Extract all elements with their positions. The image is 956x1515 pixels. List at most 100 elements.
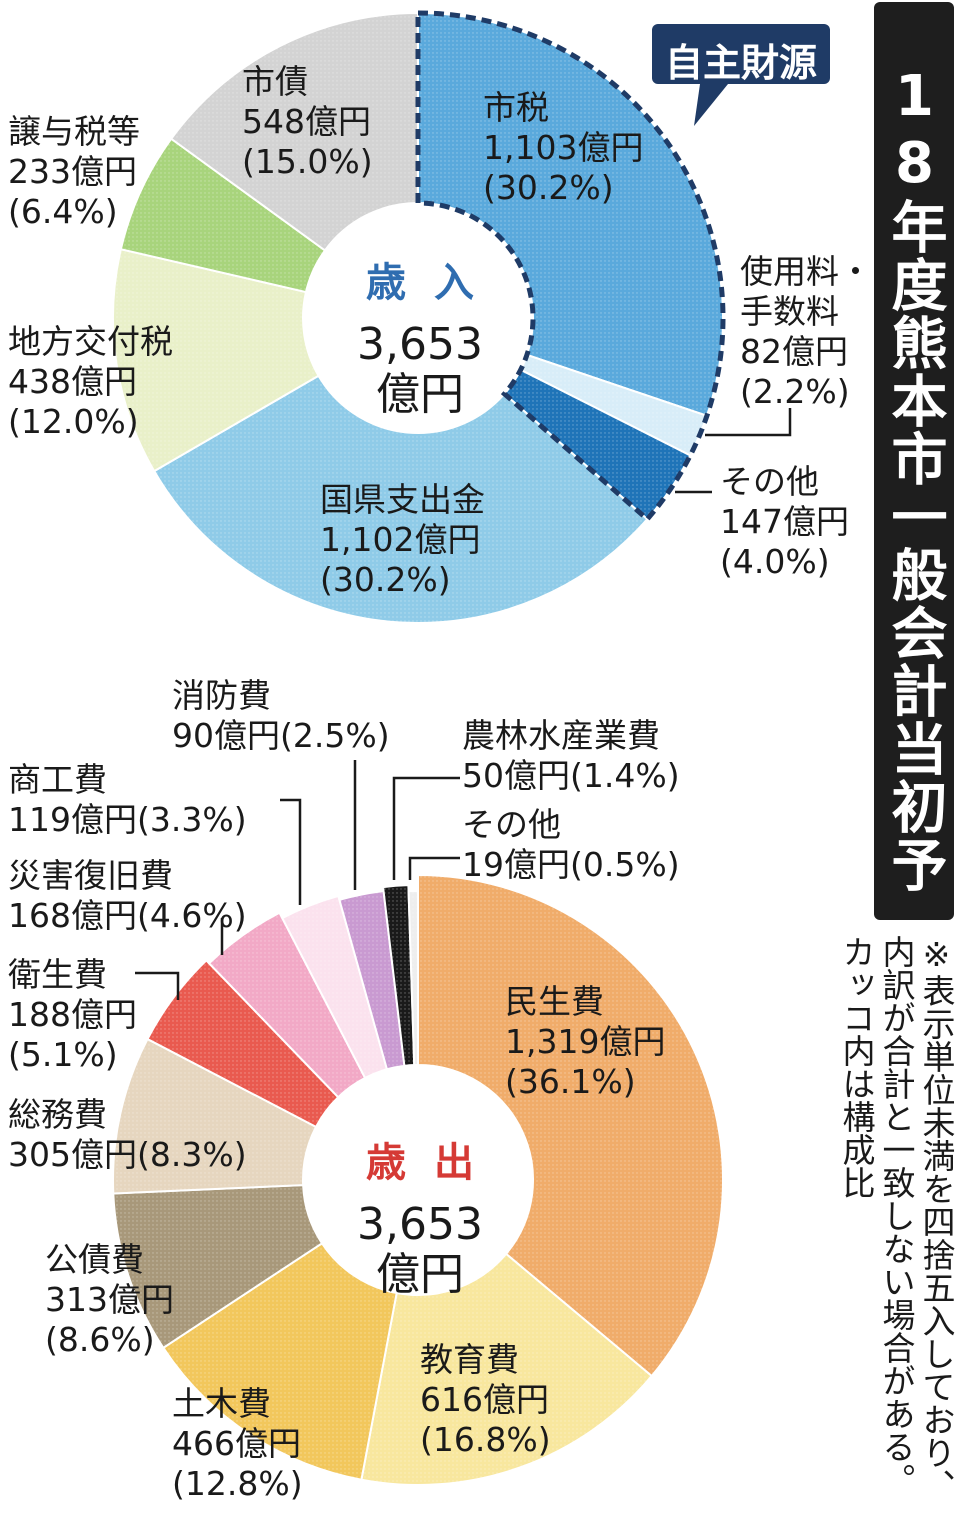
revenue-slices	[112, 11, 724, 624]
label-general-pct: (8.3%)	[137, 1135, 247, 1174]
label-debt-amount: 313億円	[45, 1280, 174, 1319]
label-civil-name: 土木費	[172, 1384, 271, 1423]
label-fire-pct: (2.5%)	[280, 716, 390, 755]
label-tax-name: 市税	[483, 88, 549, 127]
label-bonds-amount: 548億円	[242, 102, 371, 141]
label-commerce: 商工費 119億円(3.3%)	[8, 760, 247, 840]
label-bonds: 市債 548億円 (15.0%)	[242, 62, 373, 182]
label-fire-name: 消防費	[172, 676, 271, 715]
label-fees-pct: (2.2%)	[740, 372, 850, 411]
revenue-total-unit: 億円	[376, 369, 464, 420]
slice-texture-local_alloc	[112, 249, 319, 472]
label-local-alloc-pct: (12.0%)	[8, 402, 139, 441]
chart-title: 18年度熊本市一般会計当初予算案	[802, 64, 947, 894]
label-other-revenue: その他 147億円 (4.0%)	[720, 462, 849, 582]
label-transfer-tax-amount: 233億円	[8, 152, 137, 191]
own-source-callout: 自主財源	[652, 24, 830, 85]
label-welfare-amount: 1,319億円	[505, 1022, 666, 1061]
slice-texture-other_exp	[408, 891, 418, 1066]
label-bonds-name: 市債	[242, 62, 308, 101]
slice-texture-agri	[383, 885, 415, 1066]
slice-texture-education	[361, 1253, 652, 1485]
label-fire: 消防費 90億円(2.5%)	[172, 676, 390, 756]
label-welfare-name: 民生費	[505, 982, 604, 1021]
label-tax-amount: 1,103億円	[483, 128, 644, 167]
label-fire-amount: 90億円	[172, 716, 280, 755]
leader-other-expenditure	[408, 856, 460, 880]
slice-texture-civil	[163, 1243, 397, 1480]
label-debt-pct: (8.6%)	[45, 1320, 155, 1359]
label-general-row: 305億円(8.3%)	[8, 1135, 247, 1175]
label-education-name: 教育費	[420, 1340, 519, 1379]
label-fees-amount: 82億円	[740, 332, 848, 371]
slice-texture-subsidy	[154, 375, 648, 623]
own-source-pointer	[694, 84, 728, 126]
label-commerce-pct: (3.3%)	[137, 800, 247, 839]
label-disaster-amount: 168億円	[8, 896, 137, 935]
label-debt-name: 公債費	[45, 1240, 144, 1279]
label-fire-row: 90億円(2.5%)	[172, 716, 390, 756]
label-subsidy-pct: (30.2%)	[320, 560, 451, 599]
label-health-pct: (5.1%)	[8, 1035, 118, 1074]
label-disaster: 災害復旧費 168億円(4.6%)	[8, 856, 247, 936]
label-education: 教育費 616億円 (16.8%)	[420, 1340, 551, 1460]
label-transfer-tax: 譲与税等 233億円 (6.4%)	[8, 112, 140, 232]
label-agri-row: 50億円(1.4%)	[462, 756, 680, 796]
overlays	[135, 10, 792, 1000]
revenue-title: 歳入	[366, 260, 502, 306]
label-health: 衛生費 188億円 (5.1%)	[8, 955, 137, 1075]
footnote: ※表示単位未満を四捨五入しており、内訳が合計と一致しない場合がある。カッコ内は構…	[837, 935, 956, 1502]
label-disaster-name: 災害復旧費	[8, 856, 173, 895]
label-other-revenue-name: その他	[720, 462, 819, 501]
label-civil: 土木費 466億円 (12.8%)	[172, 1384, 303, 1504]
leader-commerce	[280, 798, 302, 905]
label-agri-pct: (1.4%)	[570, 756, 680, 795]
label-civil-amount: 466億円	[172, 1424, 301, 1463]
slice-texture-transfer_tax	[120, 138, 325, 293]
label-other-expenditure-amount: 19億円	[462, 845, 570, 884]
label-local-alloc: 地方交付税 438億円 (12.0%)	[8, 322, 173, 442]
label-other-revenue-pct: (4.0%)	[720, 542, 830, 581]
slice-texture-debt	[113, 1185, 322, 1348]
label-transfer-tax-pct: (6.4%)	[8, 192, 118, 231]
slice-texture-tax	[418, 13, 723, 416]
label-health-amount: 188億円	[8, 995, 137, 1034]
slice-texture-commerce	[282, 895, 387, 1078]
revenue-center: 歳入 3,653 億円	[300, 250, 540, 420]
label-agri-name: 農林水産業費	[462, 716, 660, 755]
label-subsidy-amount: 1,102億円	[320, 520, 481, 559]
label-agri-amount: 50億円	[462, 756, 570, 795]
label-education-amount: 616億円	[420, 1380, 549, 1419]
revenue-total: 3,653	[357, 319, 483, 370]
label-disaster-pct: (4.6%)	[137, 896, 247, 935]
label-education-pct: (16.8%)	[420, 1420, 551, 1459]
label-other-expenditure-row: 19億円(0.5%)	[462, 845, 680, 885]
leader-fees	[705, 408, 792, 437]
own-source-outline	[415, 10, 726, 523]
label-subsidy-name: 国県支出金	[320, 480, 485, 519]
slice-texture-general	[113, 1039, 317, 1194]
expenditure-title: 歳出	[366, 1140, 502, 1186]
label-local-alloc-amount: 438億円	[8, 362, 137, 401]
expenditure-slices	[112, 873, 724, 1486]
slice-texture-bonds	[171, 13, 418, 251]
label-health-name: 衛生費	[8, 955, 107, 994]
slice-texture-disaster	[209, 912, 366, 1098]
label-subsidy: 国県支出金 1,102億円 (30.2%)	[320, 480, 485, 600]
label-commerce-row: 119億円(3.3%)	[8, 800, 247, 840]
leader-health	[135, 971, 180, 1000]
label-local-alloc-name: 地方交付税	[8, 322, 173, 361]
label-general: 総務費 305億円(8.3%)	[8, 1095, 247, 1175]
label-bonds-pct: (15.0%)	[242, 142, 373, 181]
label-fees-name1: 使用料・	[740, 252, 872, 291]
label-other-expenditure-name: その他	[462, 805, 561, 844]
title-box: 18年度熊本市一般会計当初予算案	[802, 2, 954, 920]
label-welfare: 民生費 1,319億円 (36.1%)	[505, 982, 665, 1102]
label-fees-name2: 手数料	[740, 292, 839, 331]
slice-texture-fees	[520, 354, 707, 456]
label-welfare-pct: (36.1%)	[505, 1062, 636, 1101]
expenditure-total: 3,653	[357, 1199, 483, 1250]
label-other-expenditure: その他 19億円(0.5%)	[462, 805, 680, 885]
label-civil-pct: (12.8%)	[172, 1464, 303, 1503]
